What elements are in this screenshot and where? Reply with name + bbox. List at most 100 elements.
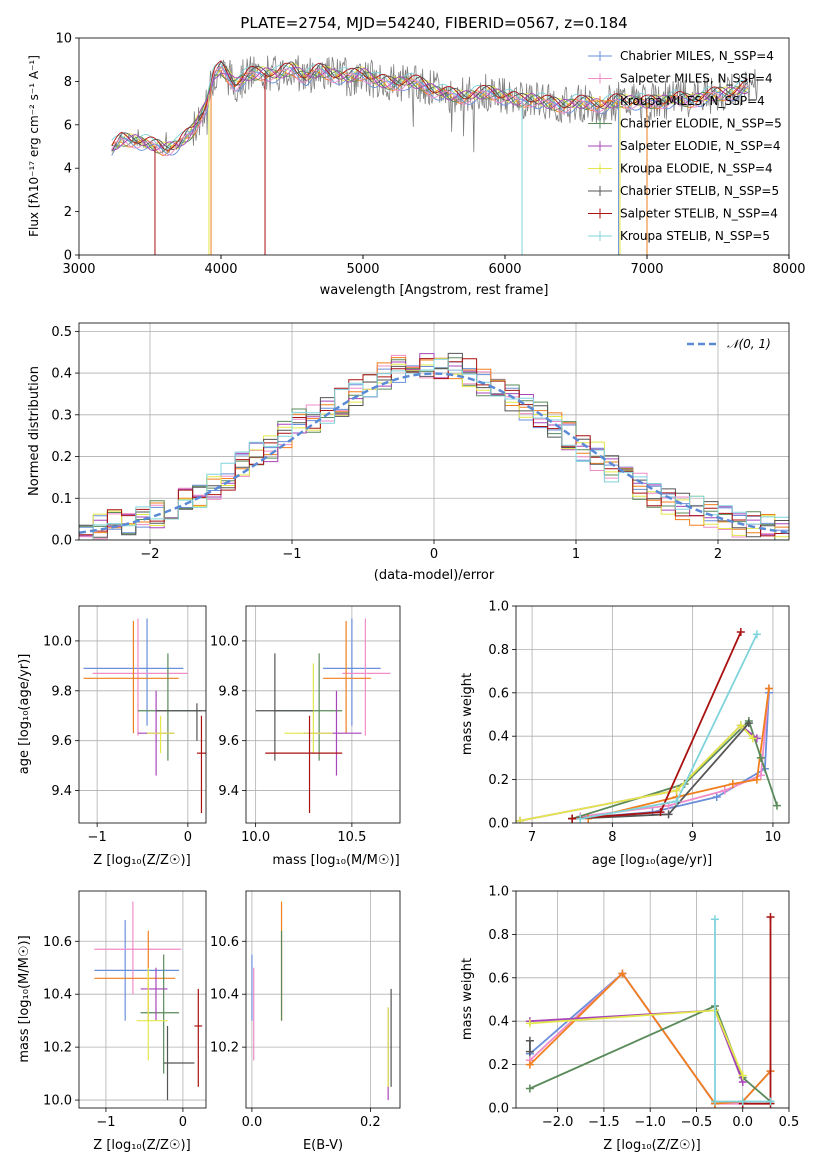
mass-age-axes-frame xyxy=(245,605,401,824)
y-tick-label: 0.6 xyxy=(488,971,509,986)
x-tick-label: 8 xyxy=(608,830,616,845)
spectrum-xlabel: wavelength [Angstrom, rest frame] xyxy=(320,283,549,298)
mass-weight-line-8 xyxy=(580,633,758,820)
mass-weight-marker xyxy=(576,814,585,823)
spectrum-panel: PLATE=2754, MJD=54240, FIBERID=0567, z=0… xyxy=(27,14,806,298)
x-tick-label: −1 xyxy=(96,1115,115,1130)
x-tick-label: 4000 xyxy=(204,262,237,277)
x-tick-label: 9 xyxy=(689,830,697,845)
y-tick-label: 0.0 xyxy=(51,534,72,549)
x-tick-label: 0.5 xyxy=(779,1115,800,1130)
model-spectrum-7 xyxy=(111,60,748,151)
y-tick-label: 9.6 xyxy=(218,734,239,749)
y-tick-label: 10.4 xyxy=(210,988,239,1003)
x-tick-label: 10.5 xyxy=(337,830,366,845)
mass-weight-marker xyxy=(764,684,773,693)
mass-weight-marker xyxy=(525,1047,534,1056)
x-tick-label: −2 xyxy=(140,547,159,562)
mass-weight-marker xyxy=(525,1019,534,1028)
x-tick-label: 1 xyxy=(572,547,580,562)
y-tick-label: 2 xyxy=(64,205,72,220)
x-tick-label: 5000 xyxy=(346,262,379,277)
mass-weight-marker xyxy=(672,797,681,806)
spectrum-legend: Chabrier MILES, N_SSP=4 Salpeter MILES, N… xyxy=(588,49,782,243)
x-tick-label: −1 xyxy=(282,547,301,562)
mass-weight-marker xyxy=(525,1060,534,1069)
age-massweight-axes-frame xyxy=(515,605,790,824)
x-tick-label: 8000 xyxy=(772,262,805,277)
z-mass-panel: −1 0 10.0 10.2 10.4 10.6 Z [log₁₀(Z/Z☉)] mass… xyxy=(17,890,207,1153)
mass-weight-marker xyxy=(766,913,775,922)
y-tick-label: 10.0 xyxy=(43,634,72,649)
mass-weight-marker xyxy=(756,753,765,762)
mass-weight-marker xyxy=(710,915,719,924)
y-tick-label: 0.2 xyxy=(488,1058,509,1073)
z-age-panel: −1 0 9.4 9.6 9.8 10.0 Z [log₁₀(Z/Z☉)] age [lo… xyxy=(17,605,207,868)
age-massweight-ylabel: mass weight xyxy=(460,673,475,755)
z-mass-axes-frame xyxy=(78,890,207,1109)
x-tick-label: 10.0 xyxy=(241,830,270,845)
age-massweight-panel: 7 8 9 10 0.0 0.2 0.4 0.6 0.8 1.0 age [log₁₀(age/y… xyxy=(460,600,790,868)
mass-weight-marker xyxy=(568,814,577,823)
mass-weight-marker xyxy=(656,808,665,817)
mass-weight-marker xyxy=(766,1097,775,1106)
mass-weight-marker xyxy=(525,1036,534,1045)
mass-weight-marker xyxy=(772,801,781,810)
mass-weight-marker xyxy=(748,734,757,743)
mass-weight-line-8 xyxy=(714,919,771,1103)
x-tick-label: −1.0 xyxy=(634,1115,666,1130)
legend-label-8: Kroupa STELIB, N_SSP=5 xyxy=(620,229,770,243)
x-tick-label: 7000 xyxy=(630,262,663,277)
z-age-xlabel: Z [log₁₀(Z/Z☉)] xyxy=(93,853,190,868)
y-tick-label: 9.4 xyxy=(51,784,72,799)
legend-label-7: Salpeter STELIB, N_SSP=4 xyxy=(620,207,778,221)
mass-weight-marker xyxy=(736,721,745,730)
y-tick-label: 0.0 xyxy=(488,1102,509,1117)
legend-label-6: Chabrier STELIB, N_SSP=5 xyxy=(620,184,779,198)
y-tick-label: 10.0 xyxy=(210,634,239,649)
z-age-axes-frame xyxy=(78,605,207,824)
z-massweight-axes-frame xyxy=(515,890,790,1109)
mass-weight-marker xyxy=(712,792,721,801)
y-tick-label: 0 xyxy=(64,249,72,264)
model-spectrum-4 xyxy=(111,66,749,152)
x-tick-label: 3000 xyxy=(62,262,95,277)
mass-weight-marker xyxy=(710,1097,719,1106)
y-tick-label: 0.5 xyxy=(51,325,72,340)
mass-weight-marker xyxy=(525,1084,534,1093)
model-spectrum-0 xyxy=(111,65,749,156)
z-massweight-panel: −2.0 −1.5 −1.0 −0.5 0.0 0.5 0.0 0.2 0.4 0.6 0.8 1.0… xyxy=(460,885,799,1154)
y-tick-label: 0.2 xyxy=(488,773,509,788)
x-tick-label: −1.5 xyxy=(588,1115,620,1130)
mass-weight-marker xyxy=(720,786,729,795)
z-massweight-xlabel: Z [log₁₀(Z/Z☉)] xyxy=(603,1138,700,1153)
model-spectrum-6 xyxy=(111,61,749,152)
y-tick-label: 4 xyxy=(64,162,72,177)
mass-weight-marker xyxy=(752,630,761,639)
mass-weight-marker xyxy=(738,1071,747,1080)
mass-weight-marker xyxy=(672,786,681,795)
normal-distribution-curve xyxy=(79,372,789,534)
z-mass-ylabel: mass [log₁₀(M/M☉)] xyxy=(17,935,32,1062)
legend-label-1: Salpeter MILES, N_SSP=4 xyxy=(620,72,773,86)
x-tick-label: 7 xyxy=(528,830,536,845)
z-mass-xlabel: Z [log₁₀(Z/Z☉)] xyxy=(93,1138,190,1153)
model-spectrum-2 xyxy=(111,70,749,156)
x-tick-label: 0.2 xyxy=(360,1115,381,1130)
observed-spectrum xyxy=(111,55,758,154)
y-tick-label: 1.0 xyxy=(488,600,509,615)
spectrum-ylabel: Flux [fλ10⁻¹⁷ erg cm⁻² s⁻¹ A⁻¹] xyxy=(27,55,41,237)
y-tick-label: 0.8 xyxy=(488,928,509,943)
z-age-ylabel: age [log₁₀(age/yr)] xyxy=(17,654,32,775)
y-tick-label: 0.4 xyxy=(51,367,72,382)
mass-weight-marker xyxy=(738,1097,747,1106)
ebv-mass-panel: 0.0 0.2 10.2 10.4 10.6 E(B-V) xyxy=(210,890,401,1153)
x-tick-label: −2.0 xyxy=(542,1115,574,1130)
y-tick-label: 9.6 xyxy=(51,734,72,749)
histogram-xlabel: (data-model)/error xyxy=(374,568,495,583)
x-tick-label: −0.5 xyxy=(681,1115,713,1130)
normal-legend-label: 𝒩(0, 1) xyxy=(727,337,771,351)
x-tick-label: −1 xyxy=(88,830,107,845)
legend-label-3: Chabrier ELODIE, N_SSP=5 xyxy=(620,117,782,131)
